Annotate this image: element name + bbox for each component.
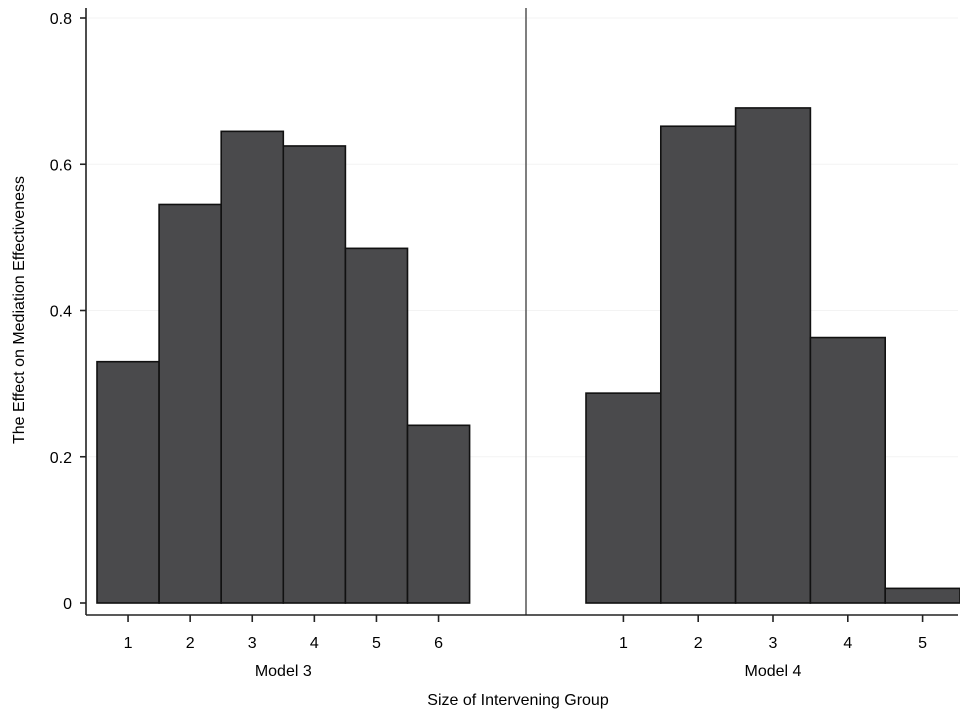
x-tick-label: 4 <box>310 635 319 652</box>
y-axis-label: The Effect on Mediation Effectiveness <box>11 176 28 444</box>
bars <box>96 107 960 604</box>
bar <box>884 587 960 604</box>
x-tick-label: 2 <box>186 635 195 652</box>
bar <box>282 145 347 604</box>
y-tick-label: 0.2 <box>50 450 72 467</box>
y-tick-label: 0.8 <box>50 11 72 28</box>
x-tick-label: 3 <box>769 635 778 652</box>
x-tick-label: 4 <box>843 635 852 652</box>
bar <box>585 392 662 604</box>
x-tick-label: 5 <box>372 635 381 652</box>
x-tick-label: 2 <box>694 635 703 652</box>
y-tick-label: 0.6 <box>50 157 72 174</box>
panel-labels: Model 3 Model 4 <box>255 663 802 680</box>
x-tick-label: 1 <box>124 635 133 652</box>
x-tick-label: 5 <box>918 635 927 652</box>
panel-label: Model 3 <box>255 663 312 680</box>
x-tick-label: 6 <box>434 635 443 652</box>
bar <box>659 125 737 604</box>
bar <box>734 107 812 604</box>
bar <box>158 203 223 604</box>
bar <box>96 360 160 604</box>
x-axis-ticks: 1 2 3 4 5 6 1 2 3 4 5 <box>124 615 927 652</box>
bar <box>344 247 409 604</box>
x-tick-label: 1 <box>619 635 628 652</box>
bar <box>220 130 285 604</box>
x-axis-label: Size of Intervening Group <box>427 692 609 709</box>
panel-label: Model 4 <box>745 663 802 680</box>
y-tick-label: 0 <box>63 596 72 613</box>
x-tick-label: 3 <box>248 635 257 652</box>
axes <box>85 8 958 616</box>
y-tick-label: 0.4 <box>50 304 72 321</box>
bar <box>809 336 887 604</box>
bar <box>406 424 471 604</box>
y-axis-ticks: 0 0.2 0.4 0.6 0.8 <box>50 11 86 613</box>
